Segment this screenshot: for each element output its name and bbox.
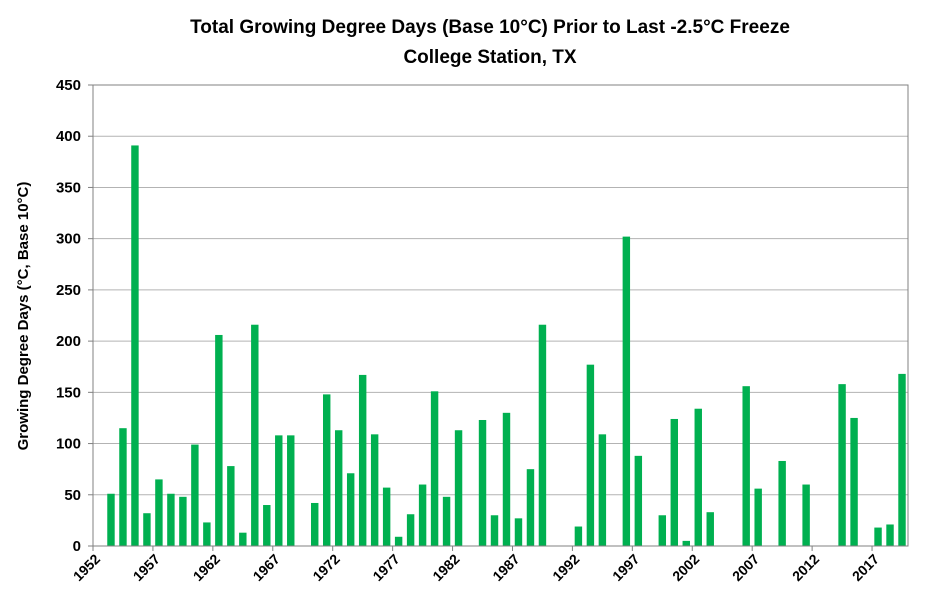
x-tick-label: 1987: [489, 551, 522, 584]
x-tick-label: 2007: [729, 551, 762, 584]
bar: [239, 532, 247, 546]
bar: [430, 391, 439, 546]
bar: [287, 435, 295, 546]
x-tick-label: 1992: [549, 551, 582, 584]
bar: [502, 412, 511, 546]
bar: [131, 145, 139, 547]
bar: [203, 522, 211, 546]
bar: [227, 466, 235, 546]
bar: [346, 473, 355, 546]
y-tick-label: 150: [56, 384, 81, 401]
y-tick-labels: 0 50 100 150 200 250 300 350 400 450: [56, 77, 81, 555]
bar: [191, 444, 199, 546]
bar: [538, 324, 547, 546]
bar: [838, 384, 846, 546]
bar: [143, 513, 151, 546]
bar: [334, 430, 343, 546]
bar: [586, 364, 595, 546]
bar: [358, 374, 367, 546]
bar: [394, 536, 403, 546]
y-tick-label: 100: [56, 436, 81, 453]
bar: [778, 460, 786, 546]
y-tick-label: 50: [64, 487, 81, 504]
bar: [634, 455, 643, 546]
bar: [263, 505, 271, 546]
bar: [622, 236, 631, 546]
bar: [251, 324, 259, 546]
bar: [850, 417, 858, 546]
bar: [874, 527, 882, 546]
x-tick-label: 1997: [609, 551, 642, 584]
x-tick-label: 1962: [190, 551, 223, 584]
chart-subtitle: College Station, TX: [403, 47, 576, 68]
bar: [694, 408, 702, 546]
x-tick-label: 1972: [309, 551, 342, 584]
bar: [706, 512, 714, 546]
bar: [442, 496, 451, 546]
x-tick-label: 1952: [70, 551, 103, 584]
bar: [898, 373, 906, 546]
x-tick-label: 1982: [429, 551, 462, 584]
bar: [418, 484, 427, 546]
bar: [382, 487, 391, 546]
bar: [490, 515, 499, 546]
bar: [275, 435, 283, 546]
bar: [478, 419, 487, 546]
bar: [322, 394, 331, 546]
bar: [670, 418, 679, 546]
bar: [658, 515, 667, 546]
axes: [88, 84, 909, 551]
bar: [682, 540, 690, 546]
chart-title: Total Growing Degree Days (Base 10°C) Pr…: [190, 17, 790, 38]
bar: [406, 514, 415, 546]
plot-border: [92, 84, 909, 547]
bar: [155, 479, 163, 546]
x-tick-label: 1957: [130, 551, 163, 584]
bar: [370, 434, 379, 546]
bar: [215, 334, 223, 546]
bar: [311, 502, 319, 546]
bar: [742, 386, 750, 546]
bar: [514, 518, 523, 546]
x-tick-label: 2017: [849, 551, 882, 584]
bar: [167, 493, 175, 546]
bars: [107, 145, 906, 547]
y-tick-label: 200: [56, 333, 81, 350]
x-tick-labels: 1952 1957 1962 1967 1972 1977 1982 1987 1992 1997…: [70, 551, 883, 584]
bar: [179, 496, 187, 546]
y-tick-label: 400: [56, 128, 81, 145]
bar: [107, 493, 115, 546]
bar: [598, 434, 607, 546]
bar: [526, 469, 535, 546]
x-tick-label: 2002: [669, 551, 702, 584]
y-tick-label: 450: [56, 77, 81, 94]
bar: [574, 526, 583, 546]
bar: [886, 524, 894, 546]
y-tick-label: 300: [56, 231, 81, 248]
bar: [454, 430, 463, 546]
bar: [754, 488, 762, 546]
x-tick-label: 2012: [789, 551, 822, 584]
y-axis-label: Growing Degree Days (°C, Base 10°C): [15, 182, 32, 451]
bar: [119, 428, 127, 546]
y-tick-label: 350: [56, 179, 81, 196]
y-tick-label: 0: [73, 538, 81, 555]
x-tick-label: 1977: [369, 551, 402, 584]
x-tick-label: 1967: [250, 551, 283, 584]
y-tick-label: 250: [56, 282, 81, 299]
bar: [802, 484, 810, 546]
